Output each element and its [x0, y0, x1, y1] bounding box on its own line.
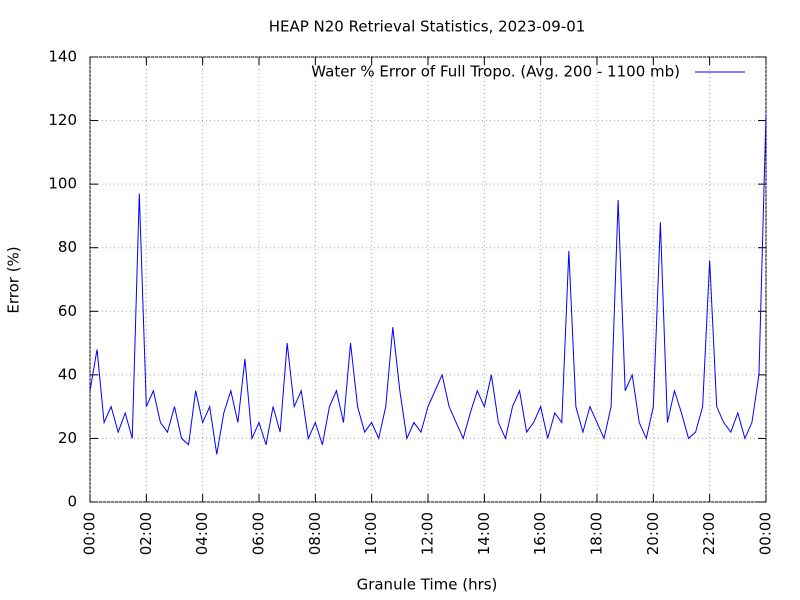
data-line: [89, 114, 767, 455]
y-tick-label: 40: [58, 365, 77, 383]
x-tick-label: 10:00: [362, 512, 380, 555]
x-tick-label: 14:00: [475, 512, 493, 555]
y-tick-label: 0: [67, 493, 77, 511]
x-tick-label: 22:00: [700, 512, 718, 555]
x-tick-label: 12:00: [419, 512, 437, 555]
x-tick-label: 00:00: [81, 512, 99, 555]
y-tick-label: 100: [48, 175, 77, 193]
y-axis-label: Error (%): [5, 246, 23, 313]
x-tick-label: 20:00: [644, 512, 662, 555]
y-tick-label: 20: [58, 429, 77, 447]
y-tick-label: 120: [48, 111, 77, 129]
y-tick-label: 140: [48, 48, 77, 66]
plot-frame: [89, 56, 767, 503]
chart-title: HEAP N20 Retrieval Statistics, 2023-09-0…: [269, 18, 586, 36]
x-tick-label: 04:00: [193, 512, 211, 555]
x-tick-label: 06:00: [250, 512, 268, 555]
x-axis-label: Granule Time (hrs): [357, 576, 498, 594]
x-tick-label: 08:00: [306, 512, 324, 555]
y-tick-label: 60: [58, 302, 77, 320]
x-tick-label: 16:00: [531, 512, 549, 555]
y-tick-label: 80: [58, 238, 77, 256]
x-tick-label: 00:00: [757, 512, 775, 555]
x-tick-label: 02:00: [137, 512, 155, 555]
legend-label: Water % Error of Full Tropo. (Avg. 200 -…: [311, 63, 680, 81]
x-tick-label: 18:00: [588, 512, 606, 555]
